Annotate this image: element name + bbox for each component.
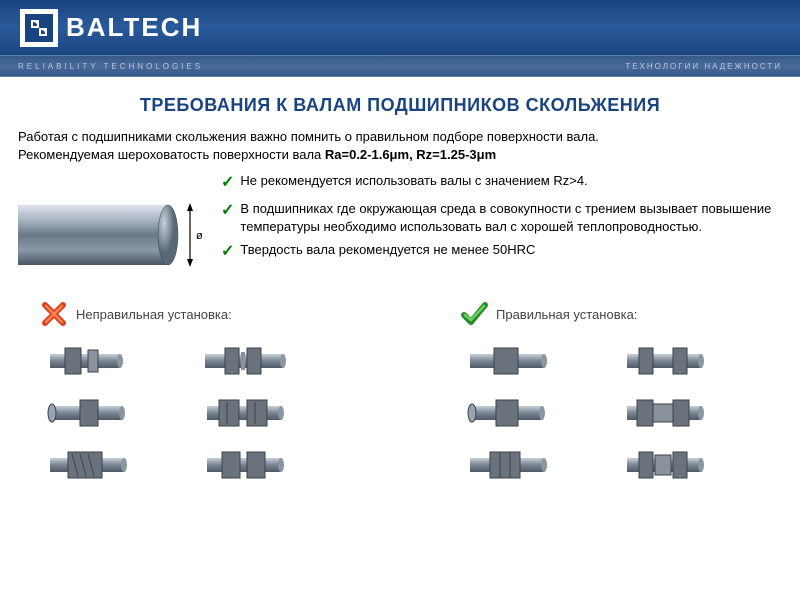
incorrect-grid: [40, 340, 340, 486]
incorrect-cell-1: [40, 340, 183, 382]
correct-head: Правильная установка:: [460, 300, 760, 328]
intro-text: Работая с подшипниками скольжения важно …: [0, 128, 800, 164]
header-bar: BALTECH: [0, 0, 800, 55]
bullet-item: ✓ В подшипниках где окружающая среда в с…: [221, 200, 782, 235]
correct-grid: [460, 340, 760, 486]
correct-cell-3: [460, 392, 603, 434]
bullet-text: В подшипниках где окружающая среда в сов…: [240, 200, 782, 235]
bullet-text: Твердость вала рекомендуется не менее 50…: [240, 241, 535, 263]
shaft-diagram: ø: [18, 187, 203, 282]
correct-cell-1: [460, 340, 603, 382]
incorrect-cell-4: [197, 392, 340, 434]
tagline-right: ТЕХНОЛОГИИ НАДЕЖНОСТИ: [625, 62, 782, 71]
diameter-symbol: ø: [196, 230, 203, 242]
bullet-item: ✓ Не рекомендуется использовать валы с з…: [221, 172, 782, 194]
logo-box: [20, 9, 58, 47]
check-big-icon: [460, 300, 488, 328]
bullet-item: ✓ Твердость вала рекомендуется не менее …: [221, 241, 782, 263]
check-icon: ✓: [221, 200, 234, 235]
incorrect-label: Неправильная установка:: [76, 307, 232, 322]
logo-icon: [25, 14, 53, 42]
cross-icon: [40, 300, 68, 328]
tagline-left: RELIABILITY TECHNOLOGIES: [18, 62, 203, 71]
correct-col: Правильная установка:: [460, 300, 760, 486]
correct-cell-5: [460, 444, 603, 486]
correct-cell-2: [617, 340, 760, 382]
bullet-text: Не рекомендуется использовать валы с зна…: [240, 172, 587, 194]
intro-line1: Работая с подшипниками скольжения важно …: [18, 128, 782, 146]
incorrect-cell-5: [40, 444, 183, 486]
intro-line2: Рекомендуемая шероховатость поверхности …: [18, 146, 782, 164]
content-row: ø ✓ Не рекомендуется использовать валы с…: [0, 164, 800, 282]
correct-cell-6: [617, 444, 760, 486]
incorrect-cell-6: [197, 444, 340, 486]
incorrect-cell-3: [40, 392, 183, 434]
incorrect-col: Неправильная установка:: [40, 300, 340, 486]
install-row: Неправильная установка:: [0, 282, 800, 486]
bullets-list: ✓ Не рекомендуется использовать валы с з…: [213, 172, 782, 282]
brand-text: BALTECH: [66, 12, 202, 43]
check-icon: ✓: [221, 241, 234, 263]
page-title: ТРЕБОВАНИЯ К ВАЛАМ ПОДШИПНИКОВ СКОЛЬЖЕНИ…: [0, 95, 800, 116]
check-icon: ✓: [221, 172, 234, 194]
correct-cell-4: [617, 392, 760, 434]
shaft-diagram-col: ø: [18, 172, 213, 282]
correct-label: Правильная установка:: [496, 307, 637, 322]
tagline-bar: RELIABILITY TECHNOLOGIES ТЕХНОЛОГИИ НАДЕ…: [0, 55, 800, 77]
incorrect-cell-2: [197, 340, 340, 382]
incorrect-head: Неправильная установка:: [40, 300, 340, 328]
